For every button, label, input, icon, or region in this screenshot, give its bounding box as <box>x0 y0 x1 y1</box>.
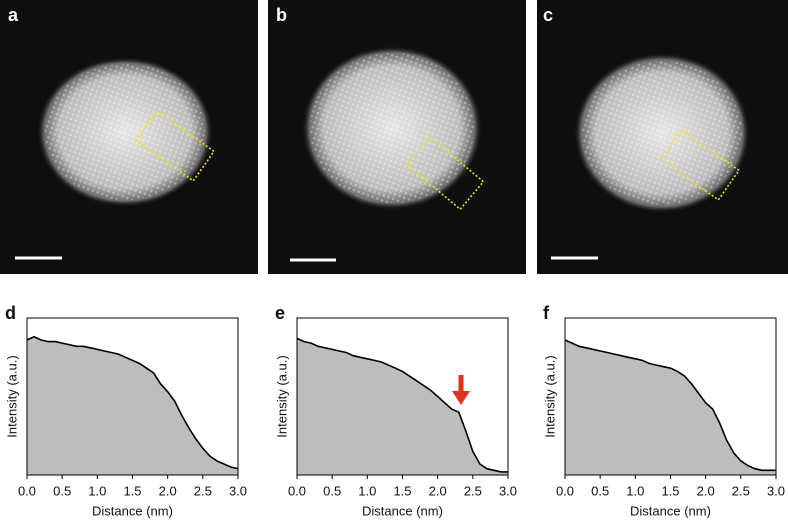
x-tick-label: 2.0 <box>697 483 715 498</box>
x-tick-label: 1.0 <box>626 483 644 498</box>
x-tick-label: 2.0 <box>429 483 447 498</box>
line <box>26 335 239 470</box>
panel-label: b <box>276 5 287 25</box>
panel-label: c <box>543 5 553 25</box>
y-axis-label: Intensity (a.u.) <box>542 355 557 437</box>
area <box>27 336 238 475</box>
area <box>565 340 776 475</box>
x-tick-label: 3.0 <box>767 483 785 498</box>
area <box>297 338 508 475</box>
x-axis-label: Distance (nm) <box>362 503 443 518</box>
x-tick-label: 1.0 <box>88 483 106 498</box>
y-axis-label: Intensity (a.u.) <box>4 355 19 437</box>
x-tick-label: 1.5 <box>661 483 679 498</box>
x-axis-label: Distance (nm) <box>630 503 711 518</box>
x-tick-label: 2.0 <box>159 483 177 498</box>
panel-label: d <box>5 303 16 323</box>
y-axis-label: Intensity (a.u.) <box>274 355 289 437</box>
x-tick-label: 3.0 <box>229 483 247 498</box>
annotation-arrow <box>452 375 470 405</box>
x-tick-label: 0.5 <box>591 483 609 498</box>
x-tick-label: 2.5 <box>464 483 482 498</box>
x-tick-label: 1.5 <box>123 483 141 498</box>
x-axis-label: Distance (nm) <box>92 503 173 518</box>
image-panel: b <box>268 0 526 274</box>
x-tick-label: 0.0 <box>18 483 36 498</box>
line <box>564 339 776 472</box>
line <box>296 337 508 473</box>
panel-label: e <box>275 303 285 323</box>
x-tick-label: 3.0 <box>499 483 517 498</box>
x-tick-label: 0.0 <box>556 483 574 498</box>
x-tick-label: 2.5 <box>732 483 750 498</box>
x-tick-label: 0.5 <box>53 483 71 498</box>
panel-label: a <box>8 5 19 25</box>
x-tick-label: 0.5 <box>323 483 341 498</box>
x-tick-label: 1.0 <box>358 483 376 498</box>
image-panel: c <box>537 0 788 274</box>
x-tick-label: 2.5 <box>194 483 212 498</box>
x-tick-label: 0.0 <box>288 483 306 498</box>
panel-label: f <box>543 303 550 323</box>
x-tick-label: 1.5 <box>393 483 411 498</box>
image-panel: a <box>0 0 258 274</box>
